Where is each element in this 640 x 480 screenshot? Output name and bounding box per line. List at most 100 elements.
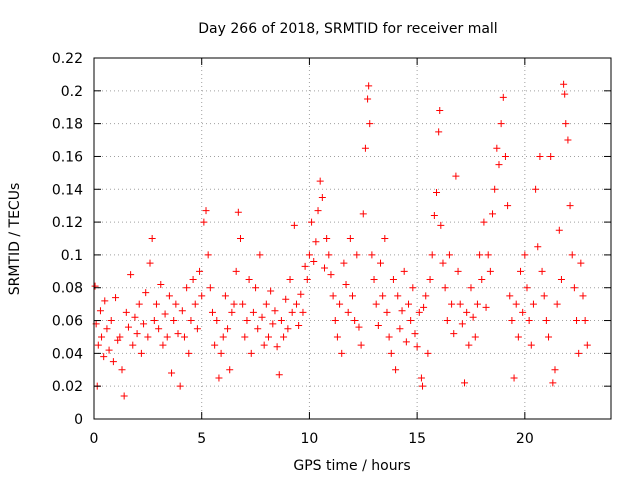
data-point: [346, 235, 354, 242]
data-point: [271, 307, 279, 315]
y-tick-label: 0.12: [52, 215, 83, 231]
data-point: [482, 303, 490, 311]
data-point: [480, 218, 488, 226]
data-point: [338, 349, 346, 357]
data-point: [493, 144, 501, 152]
data-point: [491, 185, 499, 193]
data-point: [361, 144, 369, 152]
data-point: [467, 284, 475, 292]
data-point: [249, 308, 257, 316]
data-point: [323, 235, 331, 242]
data-point: [542, 317, 550, 325]
data-point: [112, 294, 120, 302]
data-point: [288, 308, 296, 316]
data-point: [320, 264, 328, 272]
y-tick-label: 0.14: [52, 182, 83, 198]
data-point: [202, 207, 210, 215]
data-point: [400, 267, 408, 275]
data-point: [497, 120, 505, 128]
x-tick-label: 5: [197, 431, 206, 447]
data-point: [443, 317, 451, 325]
data-point: [579, 292, 587, 300]
data-point: [124, 323, 132, 331]
data-points: [91, 80, 591, 400]
data-point: [448, 300, 456, 308]
data-point: [478, 276, 486, 284]
data-point: [269, 320, 277, 328]
data-point: [280, 333, 288, 341]
data-point: [349, 292, 356, 300]
data-point: [152, 300, 160, 308]
data-point: [557, 276, 565, 284]
y-axis-label: SRMTID / TECUs: [7, 183, 23, 296]
data-point: [419, 382, 427, 390]
data-point: [217, 349, 225, 357]
data-point: [196, 267, 204, 275]
data-point: [385, 333, 393, 341]
data-point: [155, 325, 163, 333]
plot-frame: [93, 57, 612, 420]
data-point: [534, 243, 542, 251]
data-point: [351, 317, 359, 325]
x-tick-label: 0: [90, 431, 99, 447]
data-point: [308, 218, 316, 226]
data-point: [456, 300, 464, 308]
data-point: [570, 284, 578, 292]
x-tick-label: 10: [301, 431, 319, 447]
data-point: [226, 366, 234, 374]
data-point: [529, 300, 537, 308]
data-point: [163, 333, 171, 341]
data-point: [185, 349, 193, 357]
data-point: [553, 300, 561, 308]
data-point: [441, 284, 449, 292]
data-point: [176, 382, 184, 390]
data-point: [583, 341, 591, 349]
data-point: [254, 325, 262, 333]
data-point: [420, 303, 428, 311]
data-point: [523, 284, 531, 292]
data-point: [545, 333, 553, 341]
data-point: [221, 292, 229, 300]
data-point: [245, 276, 253, 284]
data-point: [232, 267, 240, 275]
data-point: [314, 207, 322, 215]
data-point: [301, 262, 309, 270]
data-point: [215, 374, 223, 382]
data-point: [573, 317, 581, 325]
data-point: [310, 257, 318, 265]
data-point: [165, 292, 173, 300]
data-point: [381, 235, 389, 242]
y-tick-label: 0.16: [52, 149, 83, 165]
data-point: [275, 371, 283, 379]
data-point: [560, 80, 568, 88]
data-point: [426, 276, 434, 284]
data-point: [394, 292, 402, 300]
data-point: [372, 300, 380, 308]
data-point: [458, 320, 466, 328]
data-point: [101, 297, 109, 305]
data-point: [506, 292, 514, 300]
data-point: [577, 259, 585, 267]
data-point: [109, 358, 117, 366]
data-point: [525, 317, 533, 325]
data-point: [402, 338, 410, 346]
data-point: [445, 251, 453, 259]
data-point: [264, 333, 272, 341]
data-point: [450, 330, 458, 338]
data-point: [122, 308, 130, 316]
data-point: [512, 300, 520, 308]
data-point: [183, 284, 191, 292]
data-point: [133, 330, 141, 338]
data-point: [172, 300, 180, 308]
data-point: [521, 251, 529, 259]
data-point: [219, 333, 227, 341]
data-point: [435, 128, 443, 136]
data-point: [168, 369, 176, 377]
data-point: [146, 259, 154, 267]
data-point: [187, 317, 195, 325]
data-point: [465, 341, 473, 349]
data-point: [547, 152, 555, 160]
data-point: [150, 317, 158, 325]
